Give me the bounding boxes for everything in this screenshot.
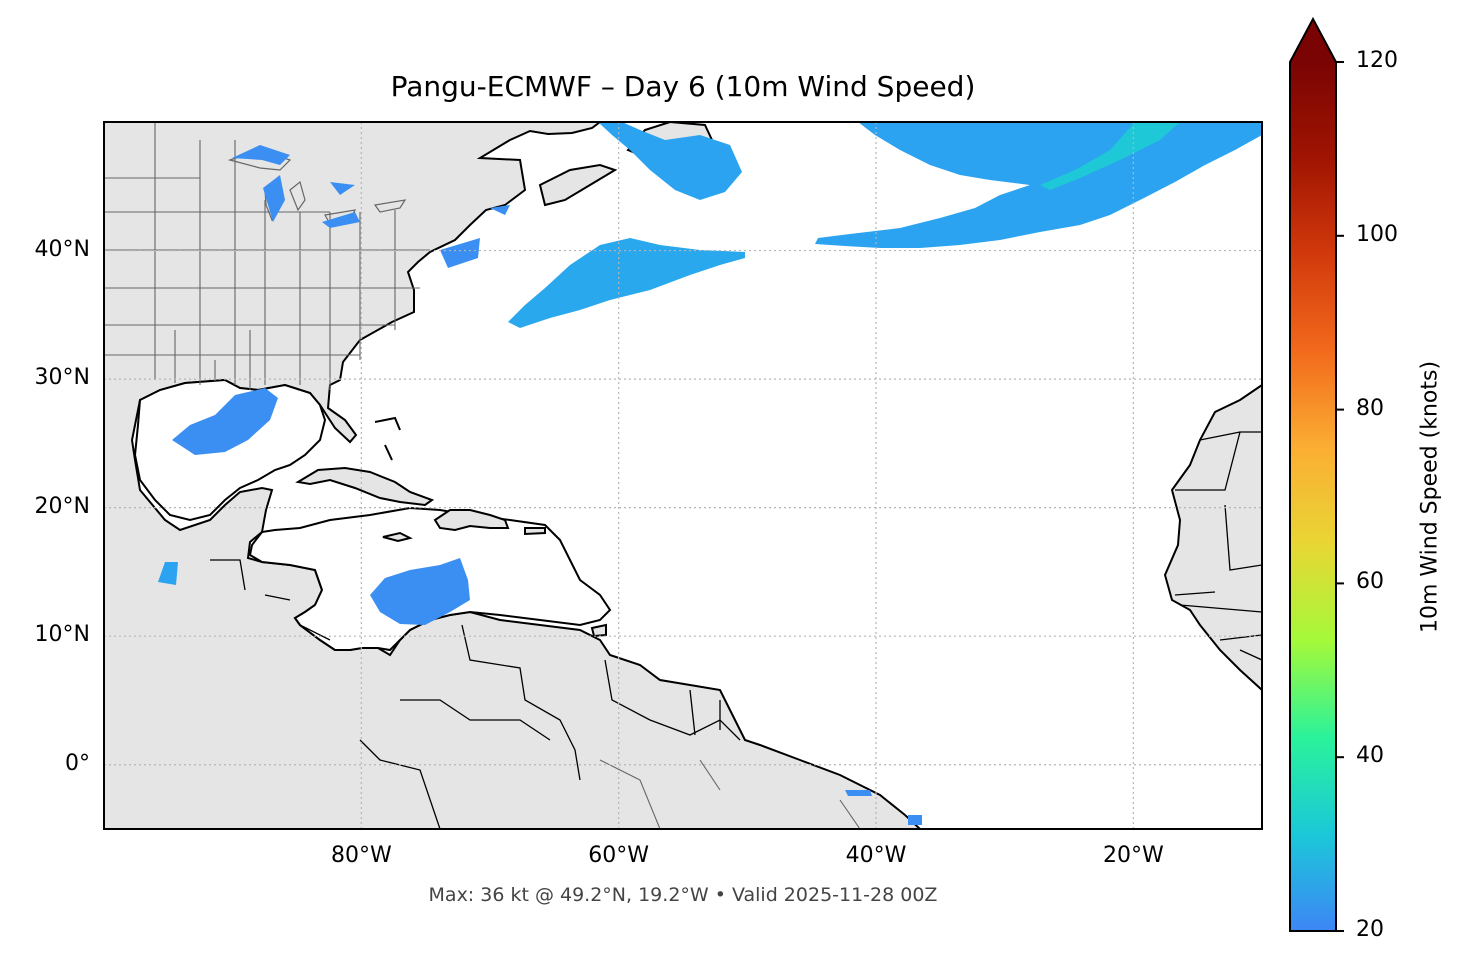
map-title: Pangu-ECMWF – Day 6 (10m Wind Speed)	[390, 70, 976, 103]
lat-tick-label: 20°N	[34, 493, 90, 519]
lon-tick-label: 80°W	[330, 843, 392, 868]
lat-tick-label: 40°N	[34, 236, 90, 262]
wind-swath-gulf	[172, 388, 278, 455]
lon-tick-label: 40°W	[845, 843, 907, 868]
colorbar-tick-label: 40	[1356, 743, 1384, 769]
lat-tick-label: 0°	[65, 750, 90, 776]
wind-swath-great-lakes	[232, 145, 510, 268]
wind-swath-north-atlantic	[815, 122, 1262, 248]
wind-swath-mid-atlantic	[508, 238, 745, 328]
colorbar-label: 10m Wind Speed (knots)	[1417, 360, 1443, 634]
land-north-america	[104, 122, 922, 829]
country-boundaries-central-america	[210, 559, 331, 641]
colorbar-extend-max-arrow	[1290, 19, 1336, 62]
land-west-africa	[1163, 383, 1262, 692]
colorbar-ticks	[1336, 61, 1344, 932]
land-jamaica	[382, 531, 413, 543]
wind-swath-max-core	[1040, 122, 1180, 190]
colorbar-tick-label: 20	[1356, 917, 1384, 942]
colorbar-tick-label: 120	[1356, 48, 1398, 73]
colorbar-tick-label: 60	[1356, 569, 1384, 595]
colorbar-tick-label: 100	[1356, 221, 1398, 247]
max-wind-info: Max: 36 kt @ 49.2°N, 19.2°W • Valid 2025…	[428, 884, 938, 906]
wind-swath-labrador	[598, 122, 742, 200]
state-boundaries-brazil	[599, 759, 861, 829]
country-boundaries-south-america	[359, 624, 741, 829]
map-frame	[103, 121, 1263, 830]
land-bahamas	[374, 416, 401, 461]
land-hispaniola	[433, 509, 510, 532]
land-nova-scotia	[538, 163, 618, 207]
lon-tick-label: 20°W	[1102, 843, 1164, 868]
land-trinidad	[590, 623, 607, 638]
land-puerto-rico	[524, 527, 546, 536]
wind-swath-caribbean	[370, 558, 470, 625]
lat-tick-label: 30°N	[34, 365, 90, 391]
colorbar-tick-label: 80	[1356, 395, 1384, 421]
country-boundaries-africa	[1174, 431, 1262, 661]
colorbar-frame	[1289, 16, 1337, 932]
wind-speed-field	[158, 122, 1262, 825]
colorbar	[1290, 62, 1336, 931]
gulf-of-mexico	[133, 378, 327, 522]
lat-tick-label: 10°N	[34, 622, 90, 648]
wind-swath-equatorial	[845, 790, 922, 825]
lon-tick-label: 60°W	[588, 843, 650, 868]
land-cuba	[295, 466, 435, 507]
wind-swath-pacific	[158, 562, 178, 585]
gridlines	[104, 122, 1262, 829]
